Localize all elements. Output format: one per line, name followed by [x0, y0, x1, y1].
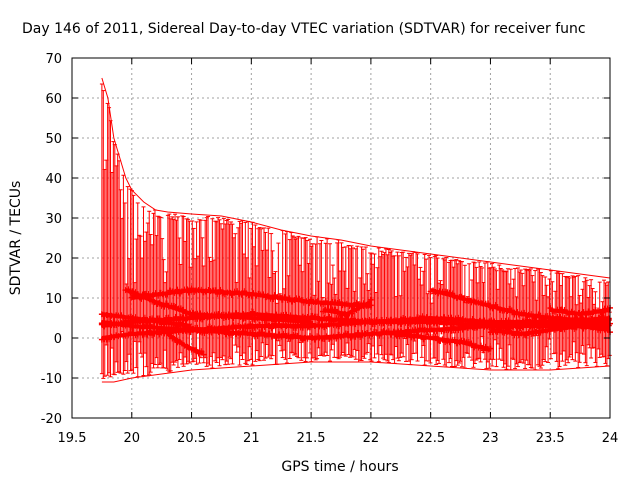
- y-tick-label: 60: [45, 92, 62, 107]
- y-tick-label: 50: [45, 132, 62, 147]
- y-tick-label: 70: [45, 52, 62, 67]
- y-tick-label: -20: [41, 412, 62, 427]
- y-tick-label: 40: [45, 172, 62, 187]
- x-tick-label: 21.5: [297, 431, 326, 446]
- x-axis-label: GPS time / hours: [281, 459, 398, 475]
- axes: 19.5 20 20.5 21 21.5 22 22.5 23 23.5 24 -20 -10 0 10 2…: [41, 52, 619, 446]
- x-tick-label: 24: [602, 431, 619, 446]
- x-tick-label: 23: [482, 431, 499, 446]
- y-tick-label: 20: [45, 252, 62, 267]
- x-tick-label: 21: [243, 431, 260, 446]
- x-tick-label: 19.5: [58, 431, 87, 446]
- y-tick-label: -10: [41, 372, 62, 387]
- y-tick-label: 30: [45, 212, 62, 227]
- chart-title: Day 146 of 2011, Sidereal Day-to-day VTE…: [22, 21, 586, 37]
- x-tick-label: 22: [363, 431, 380, 446]
- y-tick-label: 10: [45, 292, 62, 307]
- x-tick-label: 20.5: [177, 431, 206, 446]
- x-tick-label: 23.5: [536, 431, 565, 446]
- lower-envelope-line: [101, 361, 611, 383]
- y-axis-label: SDTVAR / TECUs: [8, 181, 24, 296]
- x-tick-label: 20: [124, 431, 141, 446]
- plot-frame: [71, 57, 611, 419]
- data-layer: [98, 77, 613, 383]
- y-tick-label: 0: [54, 332, 62, 347]
- x-tick-label: 22.5: [416, 431, 445, 446]
- upper-envelope-line: [101, 77, 611, 279]
